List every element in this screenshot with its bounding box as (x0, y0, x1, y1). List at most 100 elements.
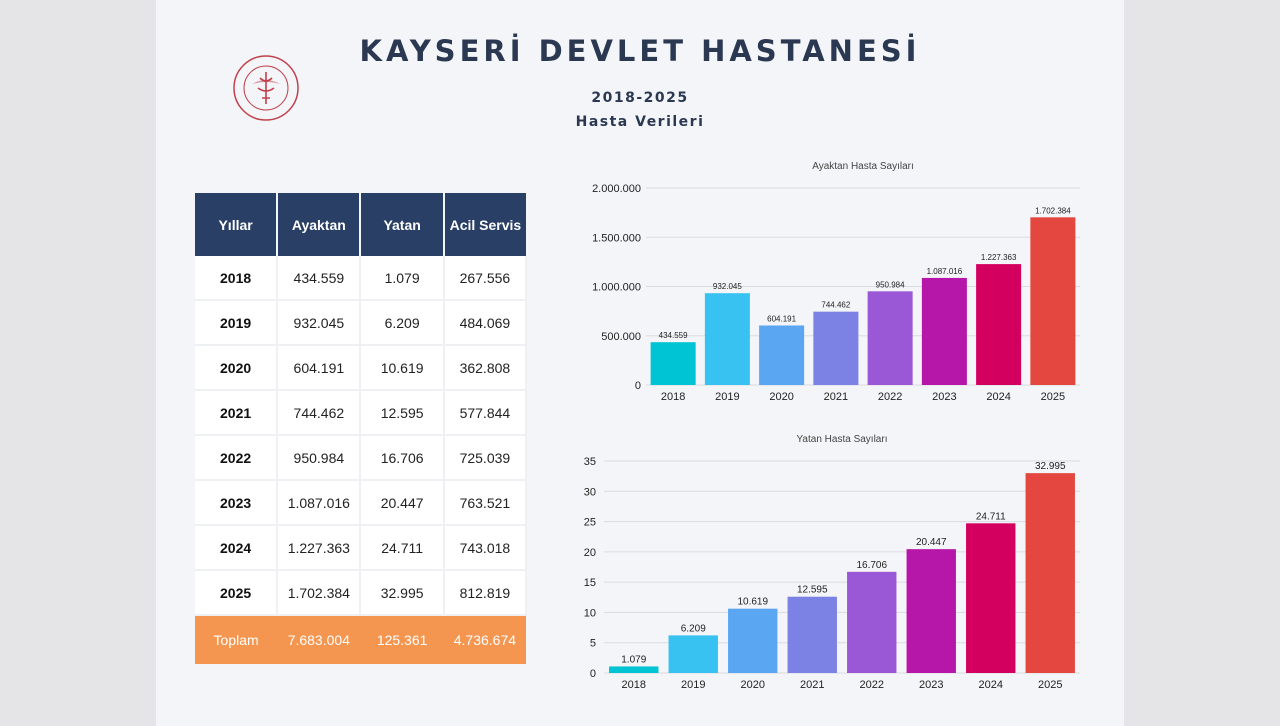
data-label: 1.227.363 (981, 253, 1017, 262)
bar (1025, 473, 1075, 673)
table-row: 2020 604.191 10.619 362.808 (195, 345, 528, 391)
y-tick-label: 35 (584, 456, 596, 468)
inpatient-cell: 32.995 (360, 570, 445, 616)
year-cell: 2018 (195, 256, 279, 301)
bar (867, 291, 913, 385)
bar (759, 325, 805, 385)
emergency-cell: 812.819 (443, 570, 528, 616)
table-row: 2023 1.087.016 20.447 763.521 (195, 480, 528, 526)
y-tick-label: 25 (584, 517, 596, 529)
x-tick-label: 2021 (824, 391, 848, 403)
hospital-data-table: Yıllar Ayaktan Yatan Acil Servis 2018 43… (195, 193, 528, 664)
table-row: 2024 1.227.363 24.711 743.018 (195, 525, 528, 571)
table-row: 2022 950.984 16.706 725.039 (195, 435, 528, 481)
inpatient-cell: 6.209 (360, 300, 445, 346)
year-cell: 2022 (195, 435, 279, 481)
bar (609, 666, 659, 673)
x-tick-label: 2025 (1038, 679, 1062, 691)
table-header-row: Yıllar Ayaktan Yatan Acil Servis (195, 193, 526, 256)
bar (787, 596, 837, 673)
bar (921, 277, 967, 385)
data-label: 10.619 (737, 597, 768, 608)
col-header-years: Yıllar (195, 193, 279, 256)
bar (1030, 217, 1076, 385)
outpatient-cell: 1.087.016 (277, 480, 362, 526)
inpatient-cell: 20.447 (360, 480, 445, 526)
x-tick-label: 2018 (622, 679, 646, 691)
emergency-cell: 763.521 (443, 480, 528, 526)
year-cell: 2020 (195, 345, 279, 391)
bar (906, 549, 956, 673)
data-label: 434.559 (659, 331, 688, 340)
table-row: 2025 1.702.384 32.995 812.819 (195, 570, 528, 616)
inpatient-cell: 12.595 (360, 390, 445, 436)
emergency-cell: 743.018 (443, 525, 528, 571)
outpatient-cell: 1.702.384 (277, 570, 362, 616)
data-label: 6.209 (681, 623, 706, 634)
y-tick-label: 500.000 (601, 331, 641, 343)
total-outpatient: 7.683.004 (277, 615, 361, 664)
x-tick-label: 2022 (878, 391, 902, 403)
bar (650, 342, 696, 385)
years-range: 2018-2025 (591, 90, 689, 106)
col-header-emergency: Acil Servis (443, 193, 526, 256)
y-tick-label: 20 (584, 547, 596, 559)
table-row: 2018 434.559 1.079 267.556 (195, 256, 528, 301)
col-header-outpatient: Ayaktan (277, 193, 362, 256)
x-tick-label: 2019 (715, 391, 739, 403)
x-tick-label: 2020 (769, 391, 793, 403)
total-label: Toplam (195, 615, 278, 664)
data-label: 604.191 (767, 314, 796, 323)
data-label: 16.706 (856, 560, 887, 571)
bar (704, 293, 750, 385)
x-tick-label: 2024 (979, 679, 1003, 691)
chart-title: Ayaktan Hasta Sayıları (812, 161, 914, 172)
outpatient-cell: 744.462 (277, 390, 362, 436)
outpatient-cell: 434.559 (277, 256, 362, 301)
y-tick-label: 0 (590, 668, 596, 680)
emergency-cell: 577.844 (443, 390, 528, 436)
year-cell: 2024 (195, 525, 279, 571)
chart-title: Yatan Hasta Sayıları (797, 434, 888, 445)
col-header-inpatient: Yatan (360, 193, 445, 256)
inpatient-bar-chart: Yatan Hasta Sayıları051015202530351.0792… (584, 434, 1080, 691)
year-cell: 2023 (195, 480, 279, 526)
y-tick-label: 10 (584, 607, 596, 619)
year-cell: 2025 (195, 570, 279, 616)
x-tick-label: 2022 (860, 679, 884, 691)
bar (668, 635, 718, 673)
data-label: 20.447 (916, 537, 947, 548)
year-cell: 2021 (195, 390, 279, 436)
inpatient-cell: 1.079 (360, 256, 445, 301)
data-label: 12.595 (797, 585, 828, 596)
inpatient-cell: 16.706 (360, 435, 445, 481)
x-tick-label: 2020 (741, 679, 765, 691)
y-tick-label: 2.000.000 (592, 183, 641, 195)
table-total-row: Toplam 7.683.004 125.361 4.736.674 (195, 615, 526, 664)
emergency-cell: 362.808 (443, 345, 528, 391)
table-row: 2021 744.462 12.595 577.844 (195, 390, 528, 436)
x-tick-label: 2023 (919, 679, 943, 691)
x-tick-label: 2018 (661, 391, 685, 403)
data-label: 24.711 (976, 511, 1006, 522)
infographic-card: KAYSERİ DEVLET HASTANESİ 2018-2025 Hasta… (156, 0, 1124, 726)
year-cell: 2019 (195, 300, 279, 346)
x-tick-label: 2023 (932, 391, 956, 403)
bar (976, 264, 1022, 385)
page-subtitle: Hasta Verileri (575, 114, 705, 130)
data-label: 1.702.384 (1035, 206, 1071, 215)
total-emergency: 4.736.674 (443, 615, 526, 664)
bar (847, 571, 897, 673)
y-tick-label: 5 (590, 638, 596, 650)
total-inpatient: 125.361 (360, 615, 444, 664)
outpatient-cell: 950.984 (277, 435, 362, 481)
y-tick-label: 1.500.000 (592, 232, 641, 244)
data-label: 744.462 (821, 301, 850, 310)
data-label: 32.995 (1035, 461, 1066, 472)
ministry-logo-icon (233, 55, 299, 121)
x-tick-label: 2025 (1041, 391, 1065, 403)
emergency-cell: 484.069 (443, 300, 528, 346)
outpatient-cell: 932.045 (277, 300, 362, 346)
inpatient-cell: 24.711 (360, 525, 445, 571)
inpatient-cell: 10.619 (360, 345, 445, 391)
